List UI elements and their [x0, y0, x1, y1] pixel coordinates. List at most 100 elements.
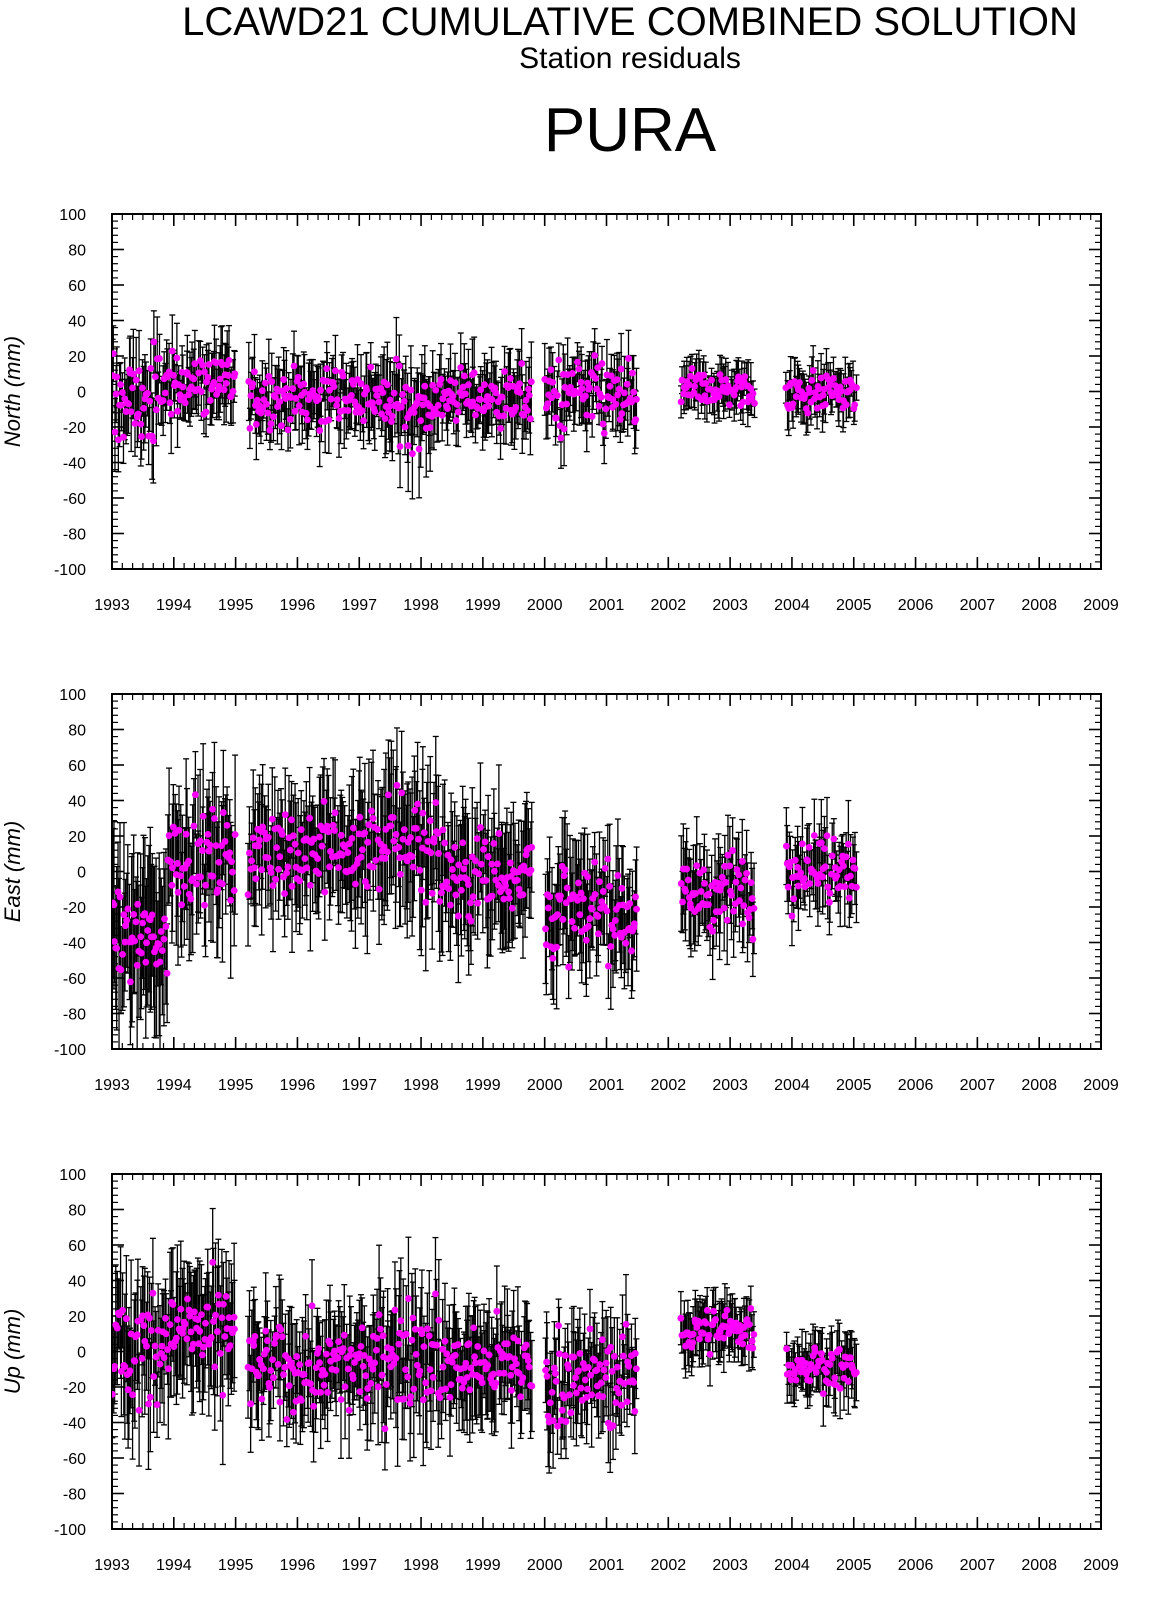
- data-point: [193, 880, 200, 888]
- data-point: [357, 853, 365, 861]
- data-point: [457, 364, 465, 371]
- data-point: [439, 826, 447, 834]
- data-point: [364, 838, 372, 846]
- data-point: [282, 385, 290, 392]
- data-point: [410, 409, 418, 416]
- data-point: [441, 839, 449, 847]
- y-axis-label: East (mm): [0, 821, 25, 922]
- data-point: [743, 869, 750, 877]
- data-point: [750, 904, 758, 912]
- data-point: [131, 420, 139, 427]
- data-point: [378, 410, 385, 418]
- data-point: [434, 829, 442, 837]
- data-point: [183, 370, 191, 378]
- y-tick-label: 80: [68, 723, 86, 740]
- data-point: [227, 896, 235, 904]
- y-tick-label: -40: [63, 1416, 86, 1433]
- data-point: [459, 383, 467, 391]
- data-point: [525, 391, 533, 399]
- data-point: [819, 873, 827, 881]
- data-point: [167, 410, 175, 418]
- data-point: [708, 376, 715, 384]
- data-point: [415, 445, 423, 453]
- data-point: [522, 396, 530, 404]
- data-point: [477, 860, 485, 868]
- data-point: [228, 858, 235, 866]
- data-point: [462, 858, 470, 866]
- data-point: [741, 373, 749, 381]
- data-point: [726, 862, 734, 870]
- data-point: [618, 410, 626, 417]
- data-point: [494, 860, 501, 868]
- data-point: [797, 869, 805, 877]
- data-point: [477, 386, 485, 394]
- data-point: [263, 400, 270, 408]
- data-point: [315, 870, 323, 877]
- data-point: [428, 889, 436, 897]
- data-point: [600, 429, 608, 437]
- data-point: [822, 401, 829, 408]
- data-point: [385, 791, 392, 799]
- data-point: [520, 411, 528, 419]
- data-point: [248, 857, 255, 865]
- data-point: [594, 930, 602, 938]
- data-point: [684, 876, 692, 884]
- data-point: [721, 862, 729, 870]
- data-point: [204, 374, 212, 381]
- data-point: [306, 881, 314, 889]
- data-point: [393, 781, 401, 789]
- data-point: [821, 845, 828, 853]
- data-point: [485, 402, 493, 410]
- data-point: [258, 866, 266, 874]
- x-tick-label: 2009: [1083, 1557, 1119, 1574]
- data-point: [246, 849, 253, 857]
- data-point: [339, 372, 347, 380]
- y-tick-label: 60: [68, 1238, 86, 1255]
- data-point: [344, 407, 352, 414]
- data-point: [594, 364, 602, 372]
- data-point: [508, 904, 516, 912]
- data-point: [690, 389, 698, 397]
- data-point: [255, 842, 263, 850]
- data-point: [837, 387, 845, 395]
- y-tick-label: 40: [68, 794, 86, 811]
- data-point: [113, 944, 121, 952]
- data-point: [688, 365, 696, 372]
- data-point: [120, 911, 128, 919]
- data-point: [502, 404, 510, 412]
- data-point: [267, 420, 275, 428]
- data-point: [122, 408, 130, 415]
- data-point: [825, 898, 833, 906]
- data-point: [247, 392, 255, 400]
- data-point: [209, 872, 217, 880]
- data-point: [607, 372, 615, 380]
- north-residuals-chart: 100 80 60 40 20 0 -20 -40 -60 -80 -100 1993 1994 1995…: [0, 207, 1119, 614]
- data-point: [169, 823, 177, 831]
- data-point: [327, 848, 334, 855]
- data-point: [270, 413, 277, 421]
- data-point: [739, 920, 747, 928]
- data-point: [383, 381, 391, 389]
- data-point: [266, 426, 274, 434]
- data-point: [512, 404, 520, 411]
- data-point: [399, 391, 407, 398]
- data-point: [132, 376, 140, 384]
- data-point: [373, 392, 381, 399]
- data-point: [372, 856, 380, 864]
- data-point: [303, 864, 311, 872]
- data-point: [452, 417, 460, 424]
- data-point: [749, 935, 757, 943]
- data-point: [325, 828, 332, 836]
- data-point: [197, 388, 205, 396]
- data-point: [507, 872, 515, 880]
- data-point: [429, 381, 437, 389]
- x-tick-label: 2002: [651, 1557, 687, 1574]
- data-point: [554, 911, 561, 919]
- data-point: [167, 858, 174, 866]
- data-point: [329, 821, 337, 829]
- data-point: [222, 379, 230, 387]
- data-point: [841, 883, 849, 891]
- data-point: [625, 355, 632, 362]
- data-point: [409, 863, 417, 871]
- data-point: [220, 386, 228, 394]
